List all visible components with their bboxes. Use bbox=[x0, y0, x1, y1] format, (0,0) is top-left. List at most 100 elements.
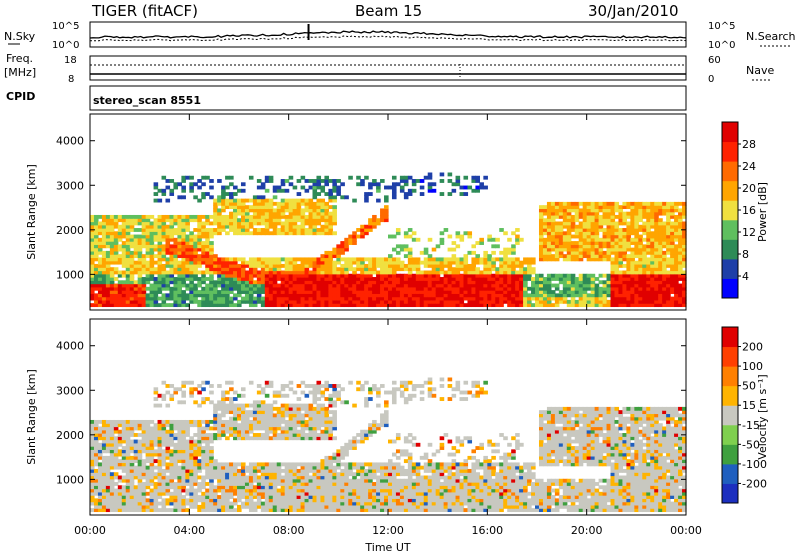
power-cell bbox=[666, 283, 671, 288]
power-cell bbox=[527, 270, 532, 275]
velocity-cell bbox=[133, 439, 139, 444]
power-cell bbox=[292, 221, 298, 226]
power-cell bbox=[638, 280, 643, 285]
velocity-cell bbox=[193, 400, 198, 405]
power-cell bbox=[252, 218, 258, 223]
power-cell bbox=[531, 286, 536, 291]
power-cell bbox=[562, 277, 568, 281]
velocity-cell bbox=[185, 472, 190, 477]
power-cell bbox=[201, 299, 206, 304]
power-cell bbox=[185, 224, 190, 229]
power-cell bbox=[141, 254, 147, 259]
velocity-cell bbox=[90, 449, 95, 454]
power-cell bbox=[90, 277, 95, 281]
power-cell bbox=[602, 273, 608, 278]
velocity-cell bbox=[117, 498, 123, 503]
power-cell bbox=[503, 257, 508, 262]
velocity-cell bbox=[105, 459, 111, 464]
velocity-cell bbox=[161, 501, 167, 506]
power-cell bbox=[602, 250, 608, 255]
power-cell bbox=[558, 280, 564, 285]
power-cell bbox=[129, 237, 135, 242]
power-cell bbox=[308, 228, 314, 232]
power-cell bbox=[598, 250, 604, 255]
velocity-cell bbox=[248, 436, 254, 441]
velocity-cell bbox=[121, 449, 127, 454]
power-cell bbox=[443, 283, 449, 288]
power-cell bbox=[284, 280, 290, 285]
power-cell bbox=[658, 228, 663, 232]
power-cell bbox=[101, 299, 107, 304]
power-cell bbox=[153, 283, 159, 288]
power-cell bbox=[554, 228, 560, 232]
power-cell bbox=[451, 182, 457, 187]
velocity-cell bbox=[252, 410, 258, 415]
velocity-cell bbox=[248, 475, 254, 480]
power-cell bbox=[610, 303, 616, 308]
velocity-cell bbox=[272, 462, 278, 467]
power-cell bbox=[320, 286, 326, 291]
power-cell bbox=[519, 290, 524, 294]
power-cell bbox=[630, 237, 635, 242]
power-cell bbox=[233, 231, 238, 236]
power-cell bbox=[455, 290, 461, 294]
power-cell bbox=[324, 296, 329, 301]
velocity-cell bbox=[125, 423, 131, 428]
power-cell bbox=[384, 299, 389, 304]
power-cell bbox=[101, 260, 107, 265]
power-cell bbox=[471, 267, 477, 272]
power-cell bbox=[129, 280, 135, 285]
power-cell bbox=[562, 221, 568, 226]
power-cell bbox=[320, 290, 326, 294]
power-cell bbox=[97, 247, 103, 252]
velocity-cell bbox=[93, 468, 99, 473]
power-cell bbox=[550, 224, 556, 229]
power-cell bbox=[590, 237, 596, 242]
velocity-cell bbox=[201, 387, 206, 392]
power-cell bbox=[662, 257, 667, 262]
velocity-cell bbox=[252, 400, 258, 405]
velocity-cell bbox=[189, 498, 194, 503]
velocity-cell bbox=[185, 462, 190, 467]
velocity-cell bbox=[105, 436, 111, 441]
power-cell bbox=[356, 267, 361, 272]
velocity-cell bbox=[229, 478, 234, 483]
power-cell bbox=[682, 290, 687, 294]
power-cell bbox=[646, 283, 651, 288]
power-cell bbox=[352, 241, 357, 245]
velocity-cell bbox=[109, 433, 115, 437]
power-cell bbox=[185, 244, 190, 249]
power-cell bbox=[240, 260, 246, 265]
velocity-cell bbox=[161, 504, 167, 509]
power-cell bbox=[423, 270, 429, 275]
power-cell bbox=[340, 267, 345, 272]
velocity-cell bbox=[109, 508, 115, 513]
power-cell bbox=[248, 224, 254, 229]
power-cell bbox=[658, 250, 663, 255]
power-cell bbox=[197, 214, 202, 219]
power-cell bbox=[574, 303, 580, 308]
velocity-cell bbox=[197, 429, 202, 434]
power-cell bbox=[340, 182, 345, 187]
power-cell bbox=[558, 214, 564, 219]
power-cell bbox=[542, 296, 548, 301]
power-cell bbox=[288, 303, 294, 308]
velocity-cell bbox=[153, 475, 159, 480]
power-cell bbox=[117, 228, 123, 232]
velocity-cell bbox=[90, 439, 95, 444]
power-cell bbox=[554, 247, 560, 252]
power-cell bbox=[380, 303, 385, 308]
power-cell bbox=[97, 277, 103, 281]
velocity-cell bbox=[101, 426, 107, 431]
power-cell bbox=[197, 231, 202, 236]
velocity-cell bbox=[240, 465, 246, 470]
power-cell bbox=[332, 185, 337, 190]
power-cell bbox=[578, 244, 584, 249]
power-cell bbox=[161, 267, 167, 272]
velocity-cell bbox=[193, 439, 198, 444]
velocity-cell bbox=[197, 426, 202, 431]
power-cell bbox=[594, 286, 600, 291]
velocity-cell bbox=[101, 419, 107, 424]
power-cell bbox=[590, 218, 596, 223]
